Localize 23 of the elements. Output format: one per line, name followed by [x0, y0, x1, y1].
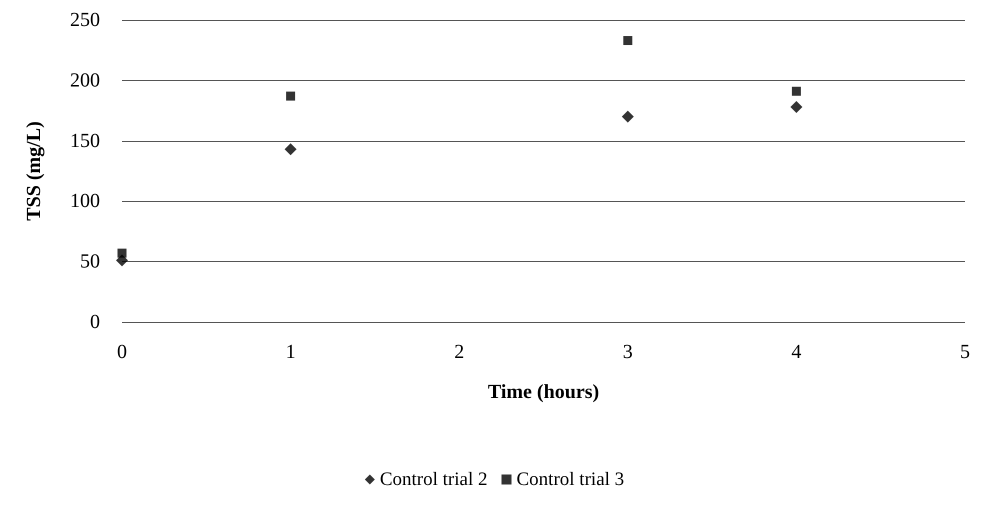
x-tick-label: 3: [622, 341, 633, 363]
legend-label: Control trial 2: [380, 469, 488, 490]
x-tick-label: 5: [960, 341, 970, 363]
y-tick-label: 50: [80, 250, 100, 273]
x-tick-label: 0: [117, 341, 127, 363]
legend-label: Control trial 3: [516, 469, 624, 490]
y-axis-title: TSS (mg/L): [23, 121, 45, 221]
point: [790, 100, 802, 113]
point: [792, 86, 801, 96]
x-tick-label: 2: [454, 341, 464, 363]
y-tick-label: 0: [90, 311, 100, 333]
point: [118, 248, 126, 258]
point: [622, 110, 634, 123]
point: [286, 92, 296, 101]
y-tick-label: 150: [70, 130, 100, 152]
y-tick-label: 100: [70, 190, 100, 212]
y-tick-label: 200: [70, 69, 100, 92]
x-tick-label: 4: [791, 341, 802, 363]
y-tick-label: 250: [70, 9, 100, 31]
x-axis-title: Time (hours): [488, 381, 600, 403]
point: [623, 36, 632, 46]
point: [284, 143, 297, 156]
x-tick-label: 1: [286, 341, 296, 363]
